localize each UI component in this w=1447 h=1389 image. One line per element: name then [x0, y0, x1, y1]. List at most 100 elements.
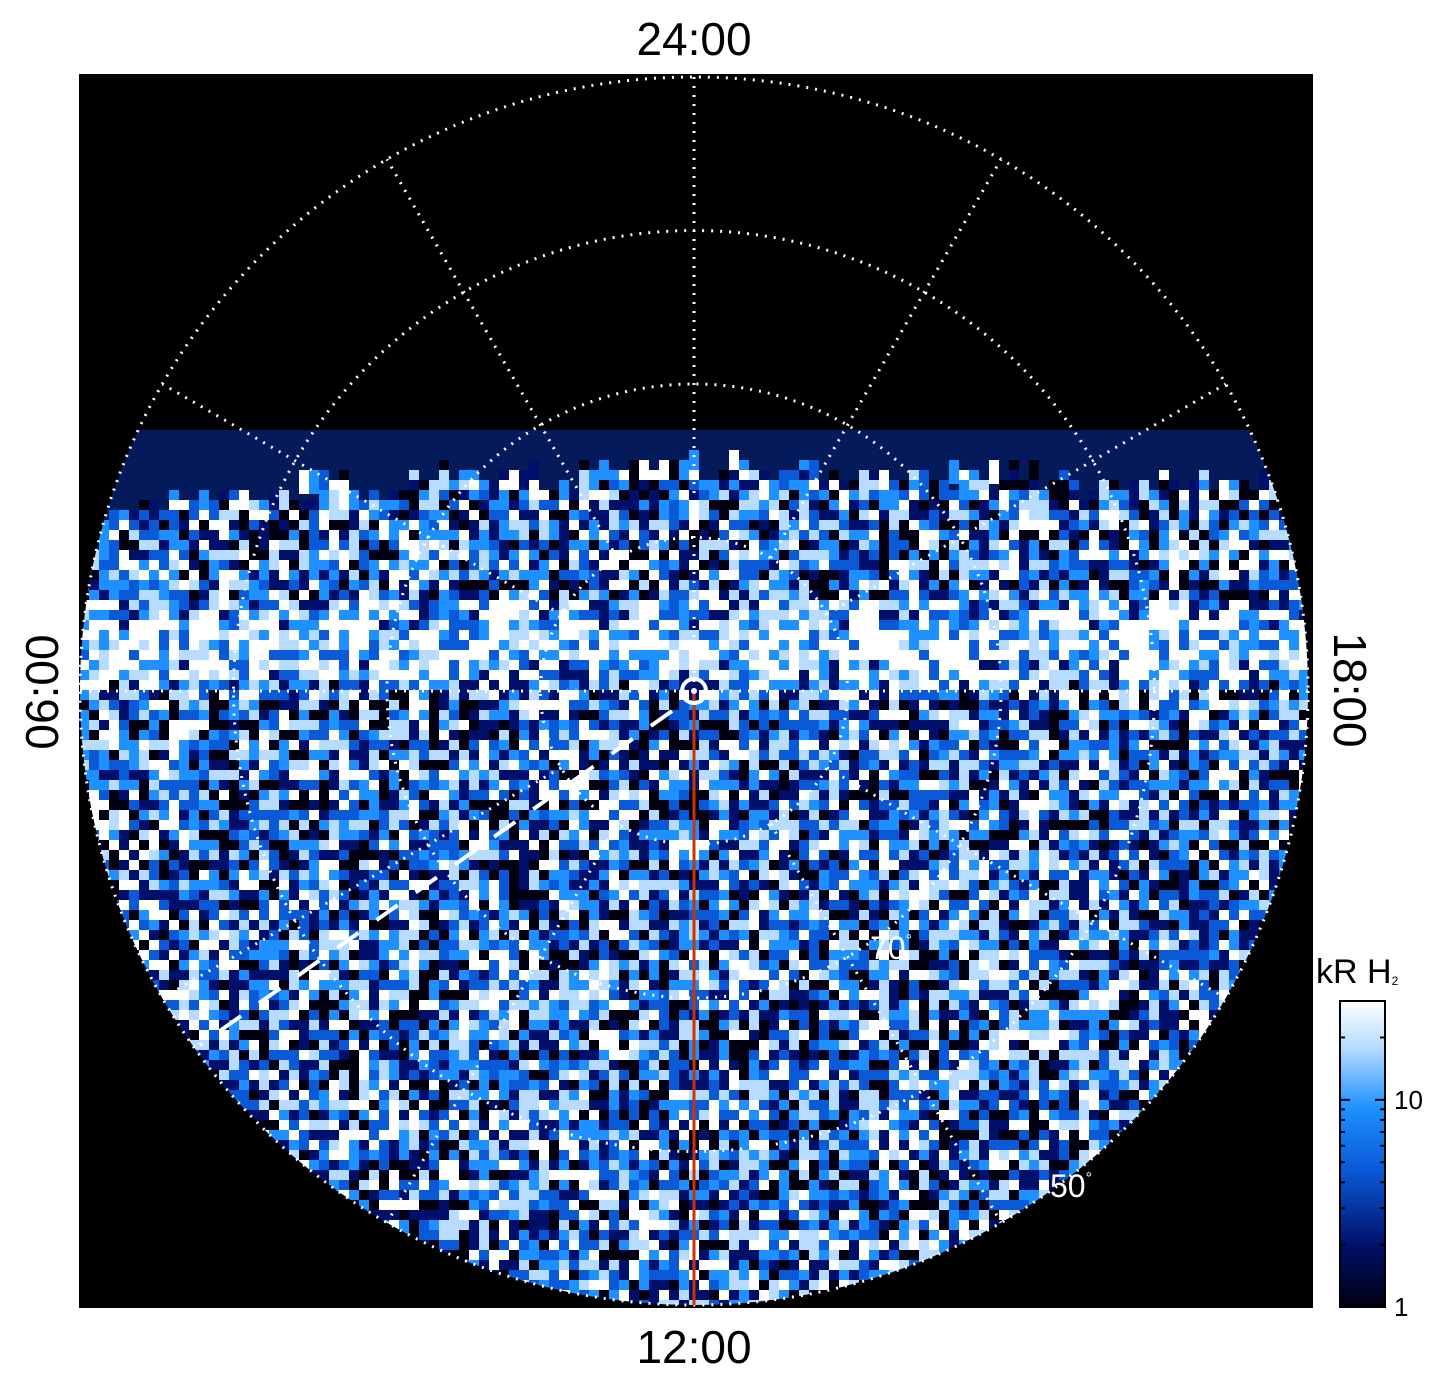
emission-cell — [269, 700, 279, 710]
emission-cell — [1199, 790, 1209, 800]
emission-cell — [379, 810, 389, 820]
emission-cell — [779, 660, 789, 670]
emission-cell — [1179, 680, 1189, 690]
emission-cell — [419, 830, 429, 840]
emission-cell — [649, 660, 659, 670]
emission-cell — [219, 620, 229, 630]
emission-cell — [1249, 830, 1259, 840]
emission-cell — [619, 800, 629, 810]
emission-cell — [319, 710, 329, 720]
emission-cell — [1069, 630, 1079, 640]
emission-cell — [889, 800, 899, 810]
emission-cell — [939, 860, 949, 870]
emission-cell — [789, 620, 799, 630]
emission-cell — [899, 700, 909, 710]
emission-cell — [759, 790, 769, 800]
emission-cell — [249, 820, 259, 830]
emission-cell — [659, 780, 669, 790]
emission-cell — [209, 860, 219, 870]
emission-cell — [929, 810, 939, 820]
emission-cell — [1199, 640, 1209, 650]
emission-cell — [589, 690, 599, 700]
emission-cell — [629, 640, 639, 650]
emission-cell — [539, 810, 549, 820]
emission-cell — [599, 840, 609, 850]
emission-cell — [119, 830, 129, 840]
emission-cell — [499, 710, 509, 720]
emission-cell — [1249, 700, 1259, 710]
emission-cell — [569, 880, 579, 890]
emission-cell — [789, 730, 799, 740]
emission-cell — [739, 880, 749, 890]
emission-cell — [1069, 810, 1079, 820]
emission-cell — [849, 840, 859, 850]
emission-cell — [119, 600, 129, 610]
emission-cell — [129, 660, 139, 670]
emission-cell — [99, 740, 109, 750]
emission-cell — [179, 810, 189, 820]
emission-cell — [289, 720, 299, 730]
emission-cell — [299, 730, 309, 740]
emission-cell — [489, 680, 499, 690]
emission-cell — [439, 620, 449, 630]
emission-cell — [499, 870, 509, 880]
emission-cell — [839, 640, 849, 650]
emission-cell — [969, 640, 979, 650]
emission-cell — [789, 670, 799, 680]
emission-cell — [179, 880, 189, 890]
emission-cell — [249, 660, 259, 670]
emission-cell — [1049, 620, 1059, 630]
emission-cell — [629, 840, 639, 850]
emission-cell — [399, 620, 409, 630]
emission-cell — [1089, 850, 1099, 860]
emission-cell — [259, 710, 269, 720]
emission-cell — [669, 620, 679, 630]
emission-cell — [739, 810, 749, 820]
emission-cell — [1249, 880, 1259, 890]
emission-cell — [109, 710, 119, 720]
emission-cell — [759, 810, 769, 820]
emission-cell — [179, 740, 189, 750]
emission-cell — [1259, 620, 1269, 630]
emission-cell — [1059, 820, 1069, 830]
emission-cell — [1149, 850, 1159, 860]
emission-cell — [339, 840, 349, 850]
emission-cell — [819, 730, 829, 740]
emission-cell — [1129, 650, 1139, 660]
emission-cell — [159, 850, 169, 860]
emission-cell — [309, 870, 319, 880]
emission-cell — [409, 710, 419, 720]
emission-cell — [1219, 870, 1229, 880]
emission-cell — [709, 840, 719, 850]
emission-cell — [80, 720, 89, 730]
emission-cell — [229, 790, 239, 800]
emission-cell — [489, 670, 499, 680]
emission-cell — [949, 460, 959, 484]
emission-cell — [129, 650, 139, 660]
emission-cell — [429, 680, 439, 690]
emission-cell — [889, 610, 899, 620]
emission-cell — [1209, 850, 1219, 860]
emission-cell — [129, 870, 139, 880]
emission-cell — [1069, 640, 1079, 650]
emission-cell — [869, 850, 879, 860]
emission-cell — [1259, 840, 1269, 850]
emission-cell — [1099, 660, 1109, 670]
emission-cell — [179, 640, 189, 650]
emission-cell — [969, 710, 979, 720]
emission-cell — [889, 730, 899, 740]
emission-cell — [969, 660, 979, 670]
emission-cell — [259, 630, 269, 640]
emission-cell — [369, 650, 379, 660]
emission-cell — [439, 770, 449, 780]
emission-cell — [759, 870, 769, 880]
emission-cell — [819, 670, 829, 680]
emission-cell — [1089, 610, 1099, 620]
emission-cell — [1169, 830, 1179, 840]
emission-cell — [939, 790, 949, 800]
emission-cell — [269, 820, 279, 830]
emission-cell — [719, 840, 729, 850]
emission-cell — [979, 700, 989, 710]
emission-cell — [649, 810, 659, 820]
emission-cell — [799, 700, 809, 710]
